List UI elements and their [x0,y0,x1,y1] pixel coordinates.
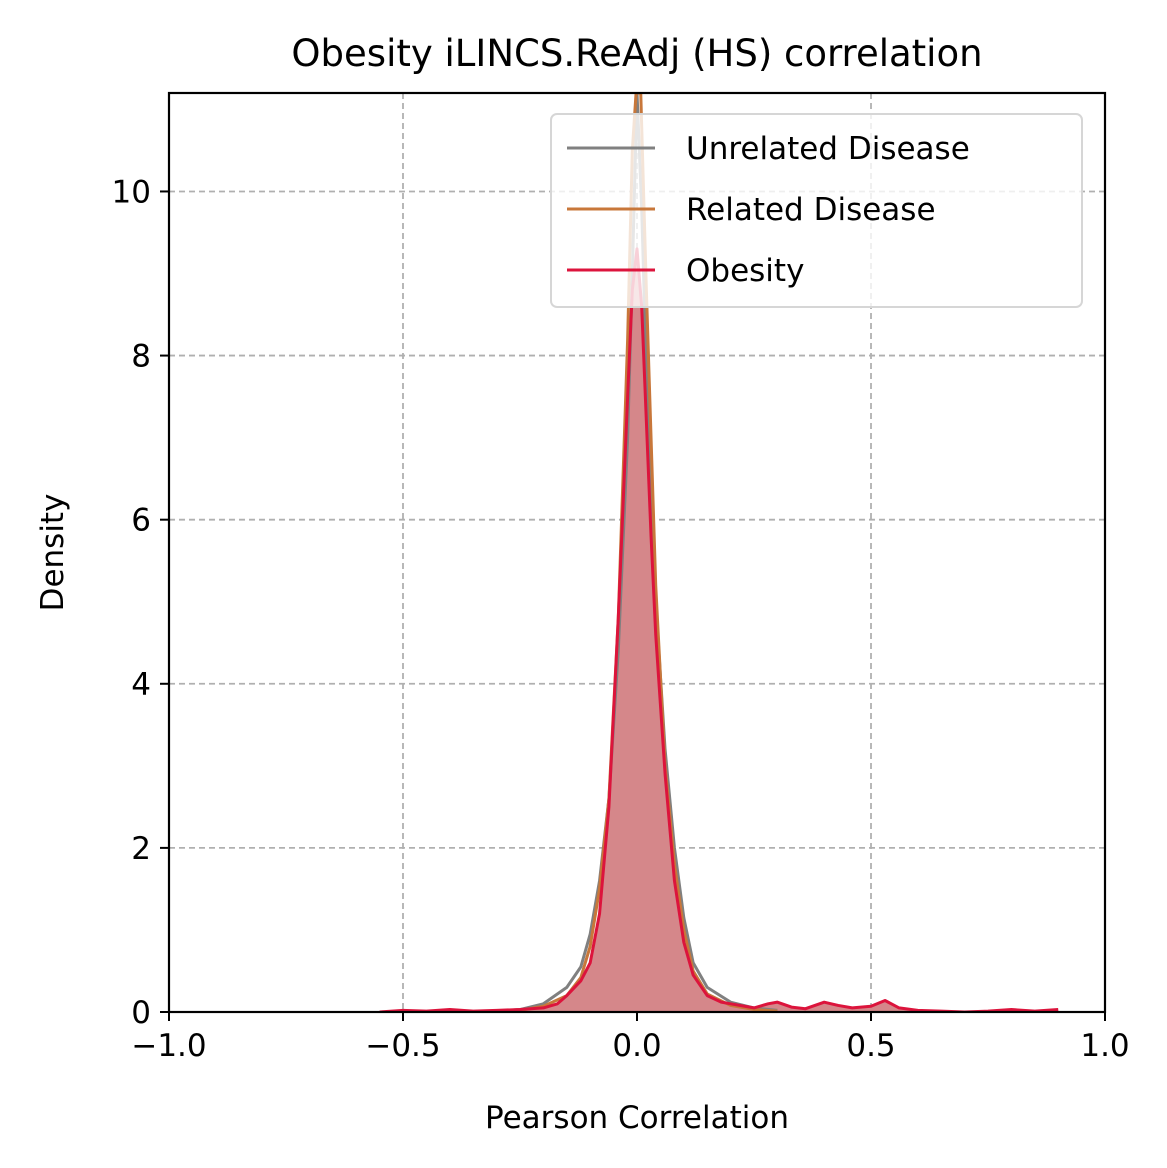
legend: Unrelated Disease Related Disease Obesity [550,113,1083,308]
unrelated-disease-line [496,93,778,1012]
x-tick-label: 0.0 [612,1028,661,1064]
y-tick-label: 6 [131,503,151,539]
y-tick-label: 4 [131,667,151,703]
obesity-line [379,247,1059,1012]
chart-title: Obesity iLINCS.ReAdj (HS) correlation [291,32,982,75]
legend-label: Unrelated Disease [686,131,970,167]
y-axis-title: Density [35,494,71,612]
x-axis-title: Pearson Correlation [485,1100,789,1136]
x-tick-label: 0.5 [846,1028,895,1064]
series-layer [379,93,1059,1012]
x-tick-label: −0.5 [365,1028,440,1064]
legend-box [550,113,1083,308]
y-tick-label: 2 [131,831,151,867]
legend-label: Related Disease [686,192,936,228]
y-tick-label: 0 [131,995,151,1031]
x-tick-label: 1.0 [1080,1028,1129,1064]
y-tick-label: 10 [112,174,151,210]
y-tick-label: 8 [131,339,151,375]
axis-ticks: −1.0 −0.5 0.0 0.5 1.0 0 2 4 6 8 10 [112,174,1130,1064]
legend-label: Obesity [686,253,804,289]
x-tick-label: −1.0 [131,1028,206,1064]
related-disease-line [496,93,778,1012]
